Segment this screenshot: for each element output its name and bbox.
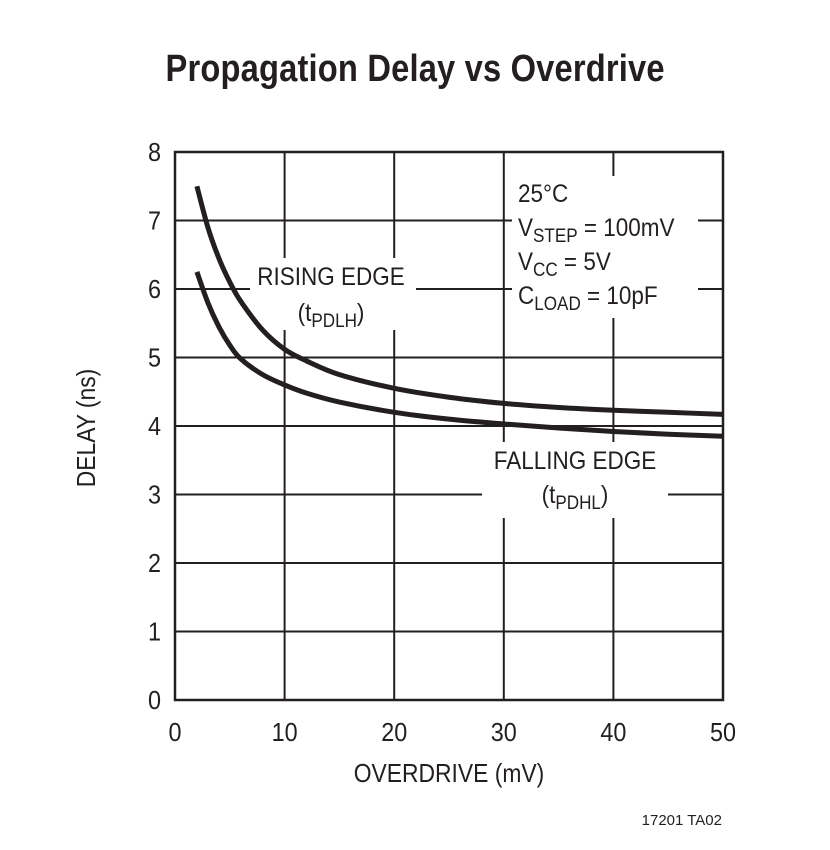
x-tick-label-50: 50	[710, 719, 736, 747]
y-tick-label-7: 7	[148, 207, 161, 235]
y-axis-label: DELAY (ns)	[73, 369, 102, 488]
condition-cload: CLOAD = 10pF	[518, 282, 658, 314]
y-tick-label-5: 5	[148, 344, 161, 372]
y-tick-label-2: 2	[148, 550, 161, 578]
rising-edge-label: RISING EDGE	[257, 263, 404, 291]
x-tick-label-20: 20	[381, 719, 407, 747]
rising-edge-symbol: (tPDLH)	[298, 299, 365, 331]
x-tick-label-0: 0	[168, 719, 181, 747]
y-tick-label-0: 0	[148, 687, 161, 715]
y-tick-label-4: 4	[148, 413, 161, 441]
conditions-bg	[512, 176, 698, 318]
x-axis-label: OVERDRIVE (mV)	[354, 760, 545, 789]
x-tick-label-30: 30	[491, 719, 517, 747]
label-backgrounds	[250, 176, 698, 518]
x-tick-label-10: 10	[272, 719, 298, 747]
falling-edge-label: FALLING EDGE	[494, 447, 656, 475]
x-tick-label-40: 40	[600, 719, 626, 747]
y-tick-label-6: 6	[148, 276, 161, 304]
plot-frame	[173, 150, 725, 702]
condition-vstep: VSTEP = 100mV	[518, 214, 675, 246]
rising-edge-label-bg	[250, 258, 416, 330]
y-tick-label-1: 1	[148, 618, 161, 646]
condition-temperature: 25°C	[518, 180, 568, 208]
rising-edge-annotation: RISING EDGE (tPDLH)	[257, 263, 404, 331]
series-line-rising-edge	[194, 185, 724, 417]
falling-edge-annotation: FALLING EDGE (tPDHL)	[494, 447, 656, 513]
series-layer	[194, 185, 724, 439]
figure-code: 17201 TA02	[641, 812, 722, 829]
conditions-block: 25°C VSTEP = 100mV VCC = 5V CLOAD = 10pF	[518, 180, 675, 314]
chart-title: Propagation Delay vs Overdrive	[165, 48, 665, 90]
falling-edge-symbol: (tPDHL)	[542, 481, 609, 513]
y-tick-label-3: 3	[148, 481, 161, 509]
condition-vcc: VCC = 5V	[518, 248, 611, 280]
y-tick-label-8: 8	[148, 139, 161, 167]
falling-edge-label-bg	[482, 442, 668, 518]
series-line-falling-edge	[194, 271, 724, 439]
tick-layer: 0 10 20 30 40 50 0 1 2 3 4 5 6 7 8	[148, 139, 736, 747]
